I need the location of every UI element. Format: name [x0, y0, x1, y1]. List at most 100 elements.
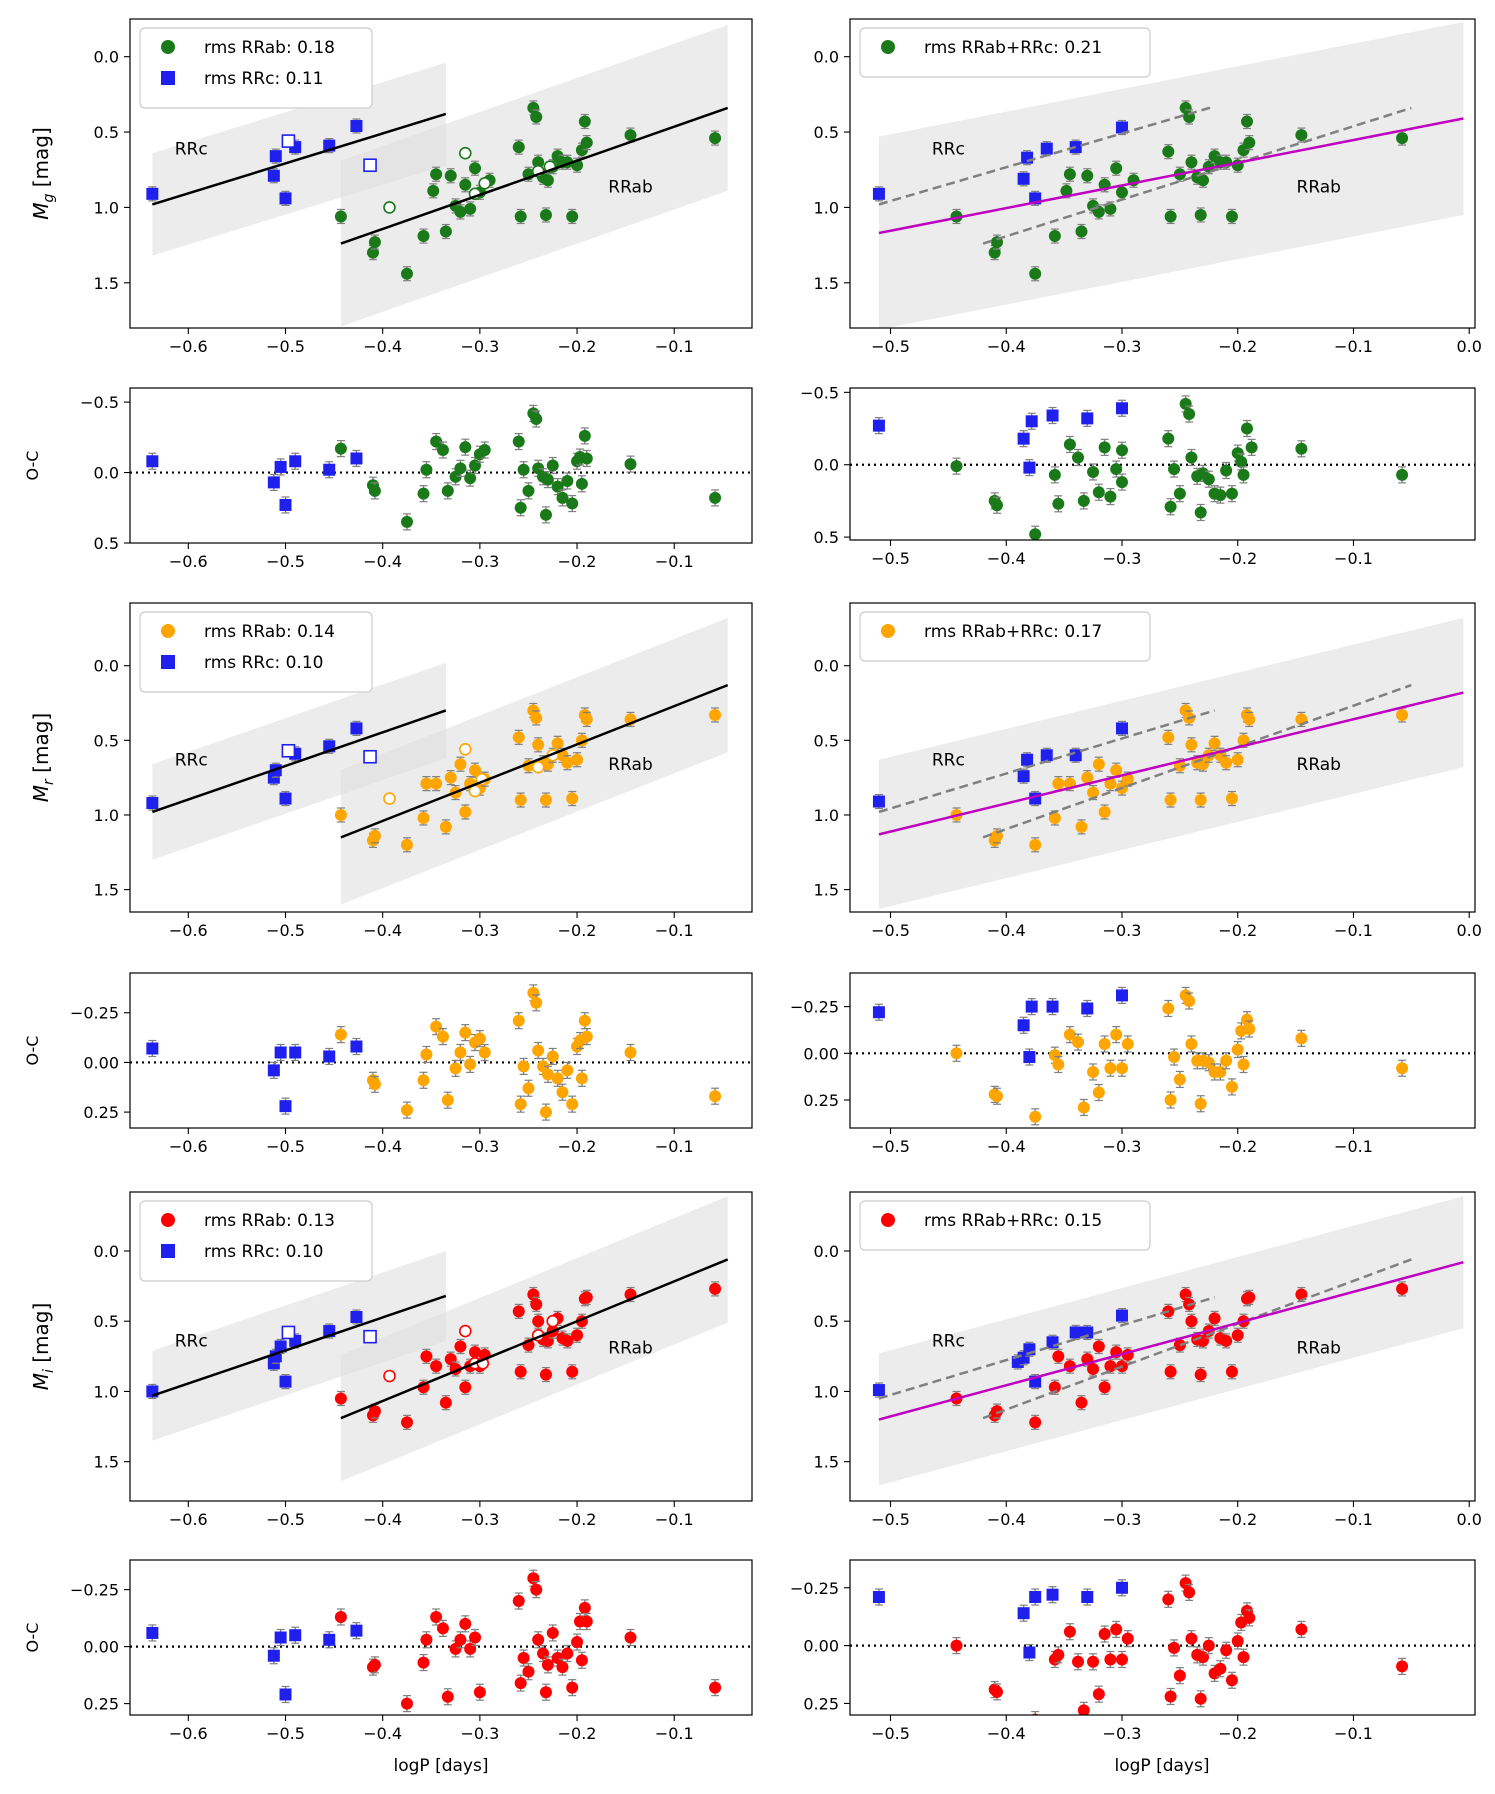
y-tick-label: 1.5	[94, 881, 119, 900]
rrab-point	[624, 1631, 637, 1644]
rrc-point	[1023, 1051, 1036, 1064]
annotation-rrab: RRab	[1297, 177, 1341, 197]
y-tick-label: 0.00	[803, 1044, 839, 1063]
rrc-point	[1046, 1588, 1059, 1601]
rrab-point	[1185, 1632, 1198, 1645]
rrab-point	[420, 1633, 433, 1646]
rrab-point	[566, 1681, 579, 1694]
rrab-point	[1194, 208, 1207, 221]
fit-line-magenta-2	[878, 691, 1464, 836]
x-tick-label: −0.3	[1103, 1724, 1142, 1743]
y-tick-label: 0.0	[814, 1242, 839, 1261]
rrc-point	[323, 1633, 336, 1646]
x-tick-label: −0.2	[1218, 337, 1257, 356]
panel-r-right-oc: −0.5 −0.4 −0.3 −0.2 −0.1 −0.25 0.00 0.25	[790, 972, 1476, 1156]
rrab-point	[539, 208, 552, 221]
rrab-point	[1237, 1058, 1250, 1071]
rrab-point	[459, 1617, 472, 1630]
rrab-point	[709, 1681, 722, 1694]
legend-box	[859, 27, 1151, 78]
x-tick-label: −0.5	[266, 1510, 305, 1529]
rrab-point	[578, 429, 591, 442]
rrab-point	[1048, 468, 1061, 481]
rrab-point	[541, 1658, 554, 1671]
rrab-point	[988, 246, 1001, 259]
rrab-point	[368, 1658, 381, 1671]
panel-r-left: RRc RRab −0.6 −0.5 −0.4 −0.3 −0.2 −0.1 0.0 0.5 1.0…	[29, 602, 753, 940]
rrab-point	[417, 230, 430, 243]
rrab-point	[1295, 442, 1308, 455]
rrab-point	[1164, 1690, 1177, 1703]
x-tick-label: −0.2	[558, 337, 597, 356]
legend-marker-rrab	[881, 40, 895, 54]
rrab-point	[1092, 1086, 1105, 1099]
rrc-point	[146, 797, 159, 810]
rrab-point	[430, 168, 443, 181]
rrab-point	[449, 1642, 462, 1655]
rrab-point	[1194, 794, 1207, 807]
rrc-point	[1023, 1646, 1036, 1659]
rrab-point	[464, 202, 477, 215]
y-tick-label: 0.5	[94, 1312, 119, 1331]
rrab-point	[1029, 267, 1042, 280]
axes-frame	[129, 1559, 753, 1716]
rrab-point	[530, 1583, 543, 1596]
rrab-point	[1295, 1623, 1308, 1636]
rrab-point	[530, 1298, 543, 1311]
y-tick-label: 0.00	[83, 1053, 119, 1072]
rrab-point	[1225, 1080, 1238, 1093]
y-tick-label: 0.5	[814, 1312, 839, 1331]
rrab-point	[417, 1074, 430, 1087]
rrc-point	[269, 150, 282, 163]
y-tick-label: 0.25	[83, 1695, 119, 1714]
x-tick-label: −0.3	[460, 921, 499, 940]
rrab-point	[580, 1030, 593, 1043]
rrab-point	[1072, 1036, 1085, 1049]
rrab-point	[417, 487, 430, 500]
x-tick-label: −0.5	[266, 337, 305, 356]
rrab-point	[575, 1072, 588, 1085]
rrab-point	[624, 458, 637, 471]
rrab-point	[566, 1365, 579, 1378]
x-tick-label: −0.3	[1103, 549, 1142, 568]
rrab-point	[514, 1098, 527, 1111]
axes-frame	[129, 972, 753, 1129]
rrc-point	[323, 1050, 336, 1063]
x-tick-label: −0.6	[169, 1137, 208, 1156]
legend-marker-rrab	[881, 1213, 895, 1227]
x-axis-label-left: logP [days]	[394, 1756, 489, 1776]
plot-area: RRc RRab	[146, 1196, 729, 1482]
x-tick-label: −0.3	[460, 337, 499, 356]
rrc-point	[1040, 142, 1053, 155]
rrab-point	[1197, 174, 1210, 187]
x-tick-label: −0.3	[460, 552, 499, 571]
x-tick-label: −0.5	[871, 1724, 910, 1743]
x-tick-label: −0.4	[363, 1510, 402, 1529]
legend-label: rms RRab+RRc: 0.15	[924, 1211, 1102, 1231]
rrab-point	[530, 711, 543, 724]
rrab-point	[561, 1064, 574, 1077]
y-tick-label: 1.5	[814, 1453, 839, 1472]
rrab-point	[1092, 486, 1105, 499]
rrab-point	[1173, 1073, 1186, 1086]
rrab-point	[1104, 777, 1117, 790]
panel-i-right: RRc RRab −0.5 −0.4 −0.3 −0.2 −0.1 0.0 0.0 0.5 1.0 1…	[814, 1191, 1482, 1529]
plot-area: RRc RRab	[872, 617, 1464, 909]
y-tick-label: 0.0	[814, 456, 839, 475]
x-tick-label: −0.3	[1103, 1137, 1142, 1156]
rrab-point	[571, 1636, 584, 1649]
rrc-point	[274, 1340, 287, 1353]
rrab-point	[561, 475, 574, 487]
rrab-point	[368, 1405, 381, 1418]
rrc-point	[289, 1629, 302, 1642]
rrab-point	[532, 1044, 545, 1057]
rrab-point	[1048, 230, 1061, 243]
rrab-point	[1087, 1655, 1100, 1668]
rrab-point	[566, 792, 579, 805]
rrc-point	[1021, 151, 1034, 164]
axes-frame	[849, 387, 1476, 541]
y-tick-label: 0.5	[814, 123, 839, 142]
x-tick-label: −0.5	[871, 1137, 910, 1156]
rrab-point	[368, 829, 381, 842]
x-tick-label: −0.2	[558, 1137, 597, 1156]
